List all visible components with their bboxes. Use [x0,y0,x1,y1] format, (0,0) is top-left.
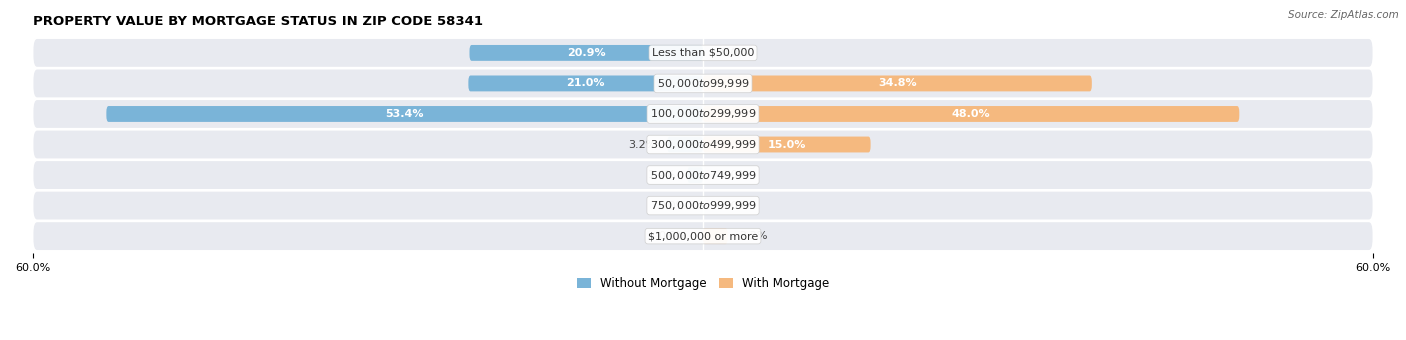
Text: Less than $50,000: Less than $50,000 [652,48,754,58]
FancyBboxPatch shape [703,137,870,152]
Text: 0.0%: 0.0% [720,48,748,58]
Text: 34.8%: 34.8% [879,79,917,88]
Text: 53.4%: 53.4% [385,109,425,119]
Text: Source: ZipAtlas.com: Source: ZipAtlas.com [1288,10,1399,20]
Legend: Without Mortgage, With Mortgage: Without Mortgage, With Mortgage [572,272,834,295]
FancyBboxPatch shape [703,228,727,244]
FancyBboxPatch shape [703,75,1092,91]
Text: $1,000,000 or more: $1,000,000 or more [648,231,758,241]
Text: $50,000 to $99,999: $50,000 to $99,999 [657,77,749,90]
Text: 48.0%: 48.0% [952,109,990,119]
Text: 0.0%: 0.0% [720,170,748,180]
FancyBboxPatch shape [32,38,1374,68]
Text: 0.0%: 0.0% [720,201,748,210]
Text: $500,000 to $749,999: $500,000 to $749,999 [650,169,756,182]
Text: 0.0%: 0.0% [658,201,686,210]
Text: 21.0%: 21.0% [567,79,605,88]
FancyBboxPatch shape [32,191,1374,221]
Text: 0.0%: 0.0% [658,231,686,241]
Text: $750,000 to $999,999: $750,000 to $999,999 [650,199,756,212]
Text: $100,000 to $299,999: $100,000 to $299,999 [650,107,756,120]
Text: $300,000 to $499,999: $300,000 to $499,999 [650,138,756,151]
Text: 2.2%: 2.2% [738,231,768,241]
FancyBboxPatch shape [32,130,1374,159]
FancyBboxPatch shape [32,221,1374,251]
FancyBboxPatch shape [32,160,1374,190]
Text: 15.0%: 15.0% [768,139,806,150]
Text: PROPERTY VALUE BY MORTGAGE STATUS IN ZIP CODE 58341: PROPERTY VALUE BY MORTGAGE STATUS IN ZIP… [32,15,482,28]
Text: 1.4%: 1.4% [648,170,676,180]
FancyBboxPatch shape [688,167,703,183]
FancyBboxPatch shape [32,68,1374,98]
Text: 3.2%: 3.2% [627,139,657,150]
FancyBboxPatch shape [32,99,1374,129]
FancyBboxPatch shape [703,106,1239,122]
FancyBboxPatch shape [470,45,703,61]
FancyBboxPatch shape [668,137,703,152]
FancyBboxPatch shape [107,106,703,122]
Text: 20.9%: 20.9% [567,48,606,58]
FancyBboxPatch shape [468,75,703,91]
